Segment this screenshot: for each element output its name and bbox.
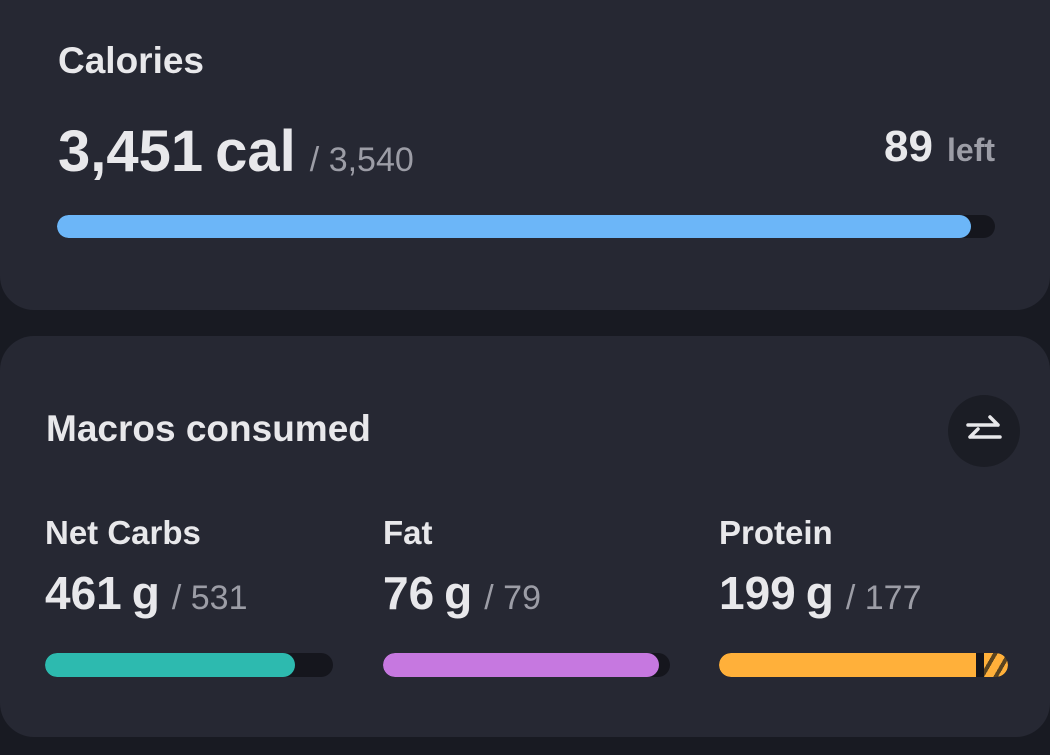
macro-goal: / 531 <box>171 579 248 617</box>
calories-consumed: 3,451 <box>58 119 204 184</box>
macro-goal: / 177 <box>845 579 922 617</box>
remaining-label: left <box>947 132 995 168</box>
macro-unit: g <box>131 567 160 619</box>
macro-track <box>719 653 1008 677</box>
macro-name: Net Carbs <box>45 514 201 551</box>
macro-track <box>383 653 670 677</box>
macro-summary: 76 g / 79 <box>383 566 541 620</box>
calories-card <box>0 0 1050 310</box>
calories-title: Calories <box>58 40 205 81</box>
calories-goal: / 3,540 <box>309 141 414 179</box>
macro-consumed: 199 <box>719 567 796 619</box>
macro-name: Fat <box>383 514 433 551</box>
macro-goal: / 79 <box>484 579 541 617</box>
calories-unit: cal <box>215 119 296 184</box>
macro-unit: g <box>444 567 473 619</box>
macro-summary: 199 g / 177 <box>719 566 921 620</box>
macro-name: Protein <box>719 514 833 551</box>
remaining-value: 89 <box>884 122 933 171</box>
progress-fill <box>719 653 977 677</box>
macros-title: Macros consumed <box>46 408 371 449</box>
calories-remaining: 89 left <box>884 122 995 172</box>
progress-fill <box>57 215 972 238</box>
progress-fill <box>383 653 660 677</box>
macro-unit: g <box>805 567 834 619</box>
swap-icon <box>966 415 1002 439</box>
progress-fill <box>45 653 296 677</box>
calories-track <box>57 215 995 238</box>
progress-overflow <box>984 653 1008 677</box>
swap-button[interactable] <box>948 395 1020 467</box>
calories-summary: 3,451 cal / 3,540 <box>58 118 414 185</box>
macro-summary: 461 g / 531 <box>45 566 247 620</box>
macro-consumed: 76 <box>383 567 435 619</box>
macro-track <box>45 653 333 677</box>
macro-consumed: 461 <box>45 567 122 619</box>
